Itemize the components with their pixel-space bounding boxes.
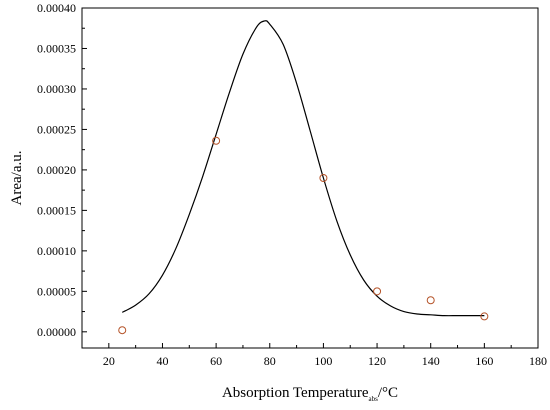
x-axis-title-main: Absorption Temperature <box>222 385 369 401</box>
data-point <box>480 312 489 321</box>
x-tick-label: 100 <box>314 354 332 368</box>
data-point <box>118 326 127 335</box>
data-point <box>212 136 221 145</box>
y-tick-label: 0.00020 <box>37 163 76 177</box>
y-tick-label: 0.00005 <box>37 284 76 298</box>
data-point <box>426 296 435 305</box>
x-tick-label: 180 <box>529 354 547 368</box>
x-tick-label: 20 <box>103 354 115 368</box>
axis-tick-labels: 20 40 60 80 100 120 140 160 180 0.00000 0.00005 0.0… <box>37 1 547 368</box>
plot-frame <box>81 7 539 349</box>
x-tick-label: 80 <box>264 354 276 368</box>
y-tick-label: 0.00040 <box>37 1 76 15</box>
data-points <box>118 136 489 335</box>
x-tick-label: 140 <box>422 354 440 368</box>
x-tick-label: 120 <box>368 354 386 368</box>
x-tick-label: 60 <box>210 354 222 368</box>
y-tick-label: 0.00025 <box>37 122 76 136</box>
y-axis-title: Area/a.u. <box>9 151 25 206</box>
y-tick-label: 0.00010 <box>37 244 76 258</box>
x-tick-label: 40 <box>156 354 168 368</box>
y-tick-label: 0.00000 <box>37 325 76 339</box>
data-point <box>373 287 382 296</box>
y-tick-label: 0.00015 <box>37 203 76 217</box>
x-tick-label: 160 <box>475 354 493 368</box>
x-axis-title-subscript: abs <box>369 395 379 403</box>
y-tick-label: 0.00030 <box>37 82 76 96</box>
data-point <box>319 174 328 182</box>
x-axis-title-unit: /°C <box>378 385 398 401</box>
fit-curve <box>121 20 485 317</box>
axis-ticks <box>82 7 539 348</box>
x-axis-title: Absorption Temperatureabs/°C <box>222 385 398 403</box>
y-tick-label: 0.00035 <box>37 41 76 55</box>
